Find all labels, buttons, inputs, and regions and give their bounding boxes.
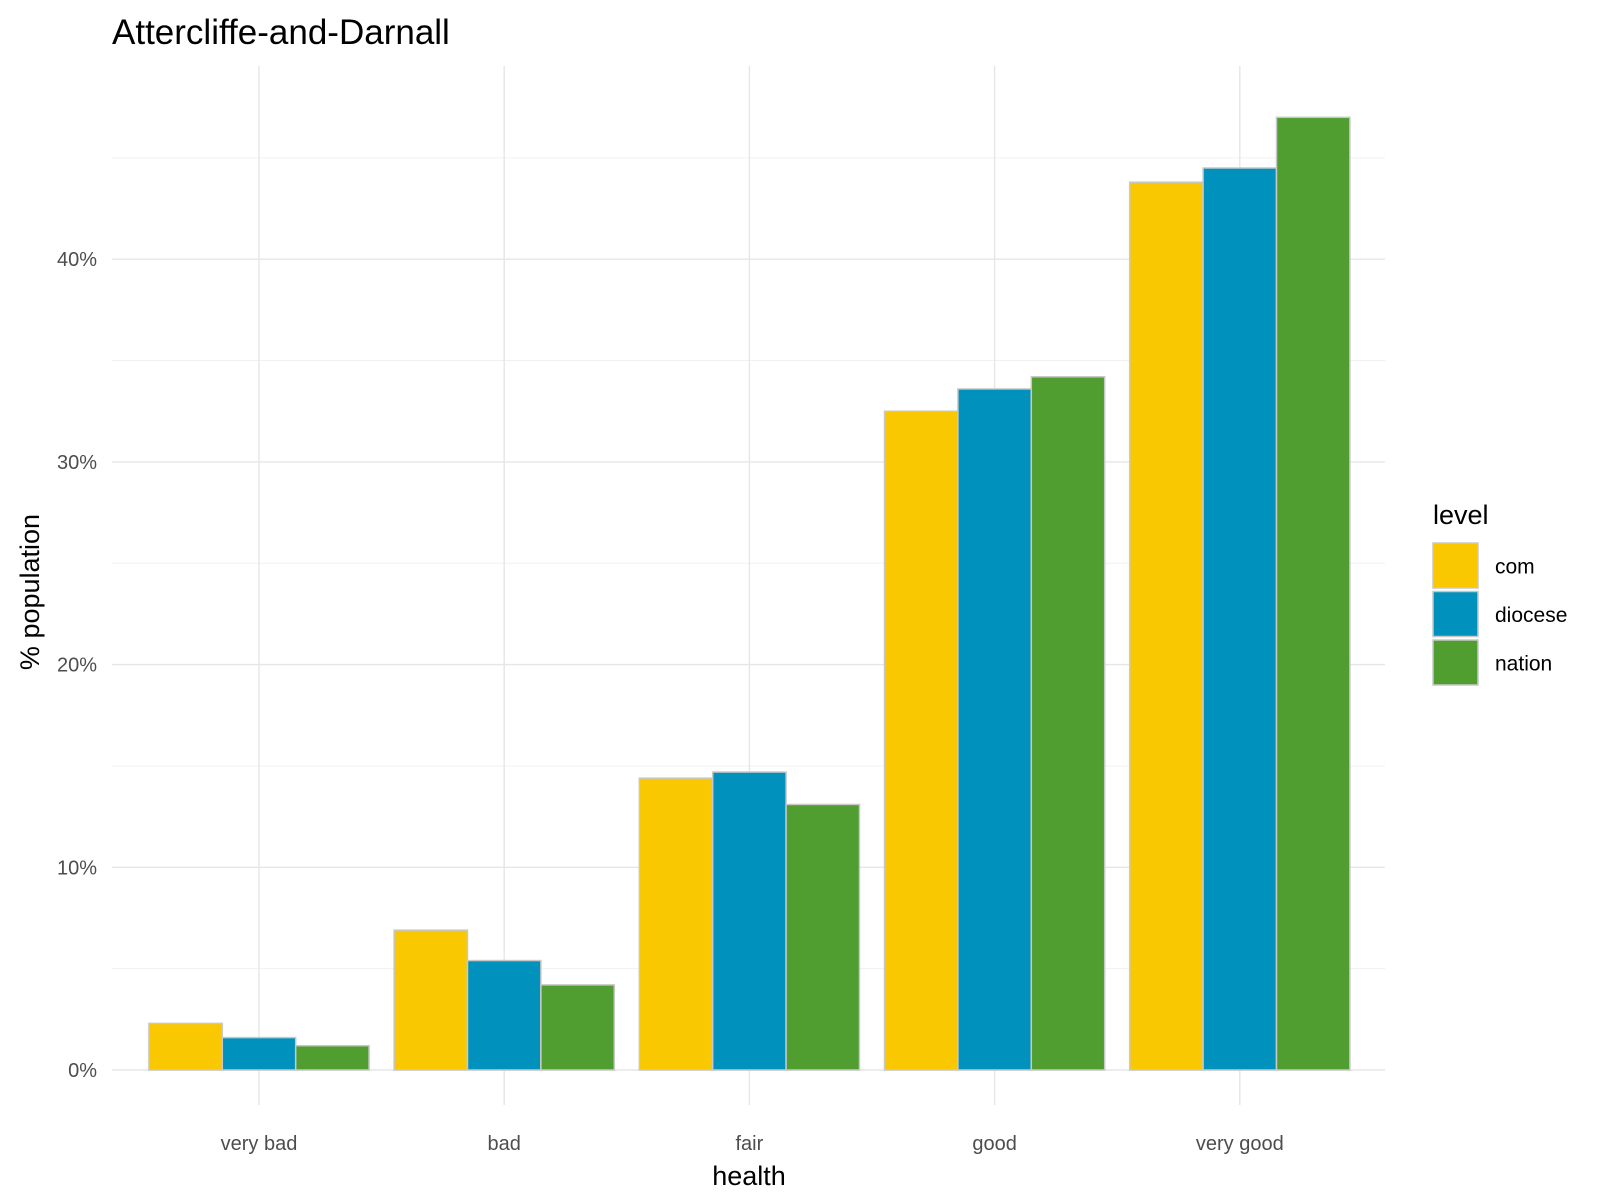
- bar-diocese-fair: [711, 771, 787, 1071]
- bar-nation-bad: [540, 984, 616, 1071]
- y-tick-label: 0%: [68, 1060, 97, 1082]
- bar-com-very-bad: [148, 1022, 224, 1071]
- x-tick-label: fair: [736, 1133, 764, 1155]
- x-axis-title: health: [712, 1161, 786, 1191]
- legend-key-com: [1432, 542, 1479, 589]
- bar-diocese-bad: [466, 959, 542, 1071]
- y-tick-label: 40%: [57, 249, 97, 271]
- legend: level com diocese nation: [1432, 500, 1567, 686]
- legend-key-diocese: [1432, 590, 1479, 638]
- bar-nation-fair: [785, 803, 861, 1071]
- bar-diocese-good: [957, 388, 1033, 1071]
- bar-nation-very-bad: [294, 1044, 370, 1071]
- legend-label-diocese: diocese: [1495, 604, 1567, 627]
- y-tick-label: 30%: [57, 452, 97, 474]
- bar-com-very-good: [1128, 181, 1204, 1071]
- legend-items: com diocese nation: [1432, 542, 1567, 686]
- x-tick-label: very bad: [221, 1133, 298, 1155]
- chart-title: Attercliffe-and-Darnall: [112, 13, 450, 52]
- y-axis-ticks: 0% 10% 20% 30% 40%: [57, 249, 97, 1082]
- y-axis-title: % population: [15, 514, 45, 670]
- legend-key-nation: [1432, 639, 1479, 686]
- bar-nation-good: [1030, 376, 1106, 1071]
- legend-title: level: [1433, 500, 1489, 530]
- bar-com-bad: [393, 929, 469, 1071]
- x-tick-label: bad: [488, 1133, 521, 1155]
- legend-label-com: com: [1495, 556, 1535, 579]
- x-tick-label: very good: [1196, 1133, 1284, 1155]
- x-axis-ticks: very bad bad fair good very good: [221, 1133, 1284, 1155]
- y-tick-label: 20%: [57, 655, 97, 677]
- bar-com-good: [883, 410, 959, 1071]
- y-tick-label: 10%: [57, 857, 97, 879]
- bar-diocese-very-good: [1202, 167, 1278, 1071]
- legend-label-nation: nation: [1495, 653, 1552, 676]
- bar-nation-very-good: [1275, 116, 1351, 1071]
- bar-com-fair: [638, 777, 714, 1071]
- x-tick-label: good: [972, 1133, 1017, 1155]
- bar-diocese-very-bad: [221, 1036, 297, 1071]
- bars: [148, 116, 1351, 1071]
